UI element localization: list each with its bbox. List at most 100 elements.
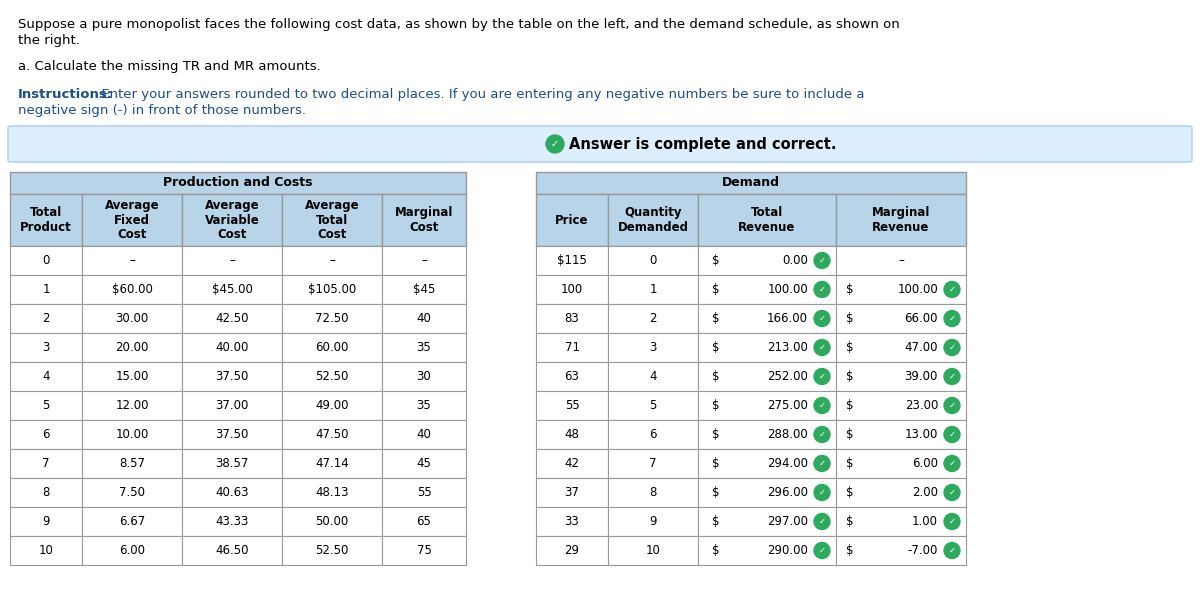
FancyBboxPatch shape	[10, 333, 82, 362]
Text: ✓: ✓	[948, 488, 955, 497]
Text: 63: 63	[564, 370, 580, 383]
Text: –: –	[898, 254, 904, 267]
Circle shape	[814, 310, 830, 327]
Circle shape	[814, 485, 830, 500]
Text: ✓: ✓	[948, 546, 955, 555]
FancyBboxPatch shape	[82, 478, 182, 507]
FancyBboxPatch shape	[608, 507, 698, 536]
Circle shape	[814, 513, 830, 530]
FancyBboxPatch shape	[282, 536, 382, 565]
Text: 100.00: 100.00	[767, 283, 808, 296]
Text: 37.50: 37.50	[215, 370, 248, 383]
Text: -7.00: -7.00	[907, 544, 938, 557]
Circle shape	[944, 543, 960, 559]
Text: 48.13: 48.13	[316, 486, 349, 499]
Text: ✓: ✓	[818, 459, 826, 468]
FancyBboxPatch shape	[836, 304, 966, 333]
Text: 38.57: 38.57	[215, 457, 248, 470]
FancyBboxPatch shape	[536, 391, 608, 420]
Text: 5: 5	[42, 399, 49, 412]
Text: 10.00: 10.00	[115, 428, 149, 441]
FancyBboxPatch shape	[836, 275, 966, 304]
Text: $: $	[712, 457, 720, 470]
Text: 288.00: 288.00	[767, 428, 808, 441]
FancyBboxPatch shape	[8, 126, 1192, 162]
Text: ✓: ✓	[818, 488, 826, 497]
FancyBboxPatch shape	[836, 246, 966, 275]
FancyBboxPatch shape	[536, 449, 608, 478]
Text: 75: 75	[416, 544, 432, 557]
Text: 40: 40	[416, 312, 432, 325]
FancyBboxPatch shape	[182, 420, 282, 449]
FancyBboxPatch shape	[382, 194, 466, 246]
FancyBboxPatch shape	[182, 391, 282, 420]
Text: 60.00: 60.00	[316, 341, 349, 354]
Text: 40.00: 40.00	[215, 341, 248, 354]
FancyBboxPatch shape	[698, 449, 836, 478]
FancyBboxPatch shape	[10, 391, 82, 420]
Text: 30.00: 30.00	[115, 312, 149, 325]
Text: Quantity
Demanded: Quantity Demanded	[618, 206, 689, 234]
Text: $: $	[846, 399, 853, 412]
FancyBboxPatch shape	[282, 304, 382, 333]
FancyBboxPatch shape	[536, 420, 608, 449]
FancyBboxPatch shape	[10, 362, 82, 391]
Text: 37: 37	[564, 486, 580, 499]
Text: 6.00: 6.00	[119, 544, 145, 557]
FancyBboxPatch shape	[282, 362, 382, 391]
Circle shape	[546, 135, 564, 153]
FancyBboxPatch shape	[608, 194, 698, 246]
Text: $: $	[712, 283, 720, 296]
FancyBboxPatch shape	[10, 536, 82, 565]
FancyBboxPatch shape	[382, 362, 466, 391]
Text: 4: 4	[42, 370, 49, 383]
Text: Enter your answers rounded to two decimal places. If you are entering any negati: Enter your answers rounded to two decima…	[97, 88, 864, 101]
Text: $: $	[846, 457, 853, 470]
Text: 83: 83	[565, 312, 580, 325]
FancyBboxPatch shape	[608, 333, 698, 362]
FancyBboxPatch shape	[698, 536, 836, 565]
Text: 42: 42	[564, 457, 580, 470]
FancyBboxPatch shape	[10, 246, 82, 275]
FancyBboxPatch shape	[698, 246, 836, 275]
FancyBboxPatch shape	[536, 172, 966, 194]
Text: 48: 48	[564, 428, 580, 441]
Text: 23.00: 23.00	[905, 399, 938, 412]
Text: $: $	[712, 515, 720, 528]
FancyBboxPatch shape	[182, 536, 282, 565]
Text: 7.50: 7.50	[119, 486, 145, 499]
FancyBboxPatch shape	[382, 391, 466, 420]
Text: 15.00: 15.00	[115, 370, 149, 383]
FancyBboxPatch shape	[382, 275, 466, 304]
Circle shape	[814, 543, 830, 559]
Text: 33: 33	[565, 515, 580, 528]
Text: 46.50: 46.50	[215, 544, 248, 557]
Text: 40.63: 40.63	[215, 486, 248, 499]
Text: $: $	[846, 515, 853, 528]
Text: Suppose a pure monopolist faces the following cost data, as shown by the table o: Suppose a pure monopolist faces the foll…	[18, 18, 900, 31]
FancyBboxPatch shape	[282, 449, 382, 478]
Text: 2: 2	[649, 312, 656, 325]
Text: $: $	[712, 341, 720, 354]
FancyBboxPatch shape	[182, 362, 282, 391]
Text: 50.00: 50.00	[316, 515, 349, 528]
FancyBboxPatch shape	[10, 304, 82, 333]
Text: $: $	[712, 254, 720, 267]
FancyBboxPatch shape	[608, 391, 698, 420]
FancyBboxPatch shape	[536, 478, 608, 507]
FancyBboxPatch shape	[698, 333, 836, 362]
Text: 52.50: 52.50	[316, 544, 349, 557]
FancyBboxPatch shape	[182, 449, 282, 478]
FancyBboxPatch shape	[82, 391, 182, 420]
FancyBboxPatch shape	[10, 449, 82, 478]
Text: –: –	[329, 254, 335, 267]
Text: 43.33: 43.33	[215, 515, 248, 528]
FancyBboxPatch shape	[82, 420, 182, 449]
FancyBboxPatch shape	[282, 478, 382, 507]
Text: 6: 6	[42, 428, 49, 441]
Text: $: $	[846, 283, 853, 296]
Text: 39.00: 39.00	[905, 370, 938, 383]
FancyBboxPatch shape	[836, 536, 966, 565]
Text: Instructions:: Instructions:	[18, 88, 113, 101]
Text: $105.00: $105.00	[308, 283, 356, 296]
